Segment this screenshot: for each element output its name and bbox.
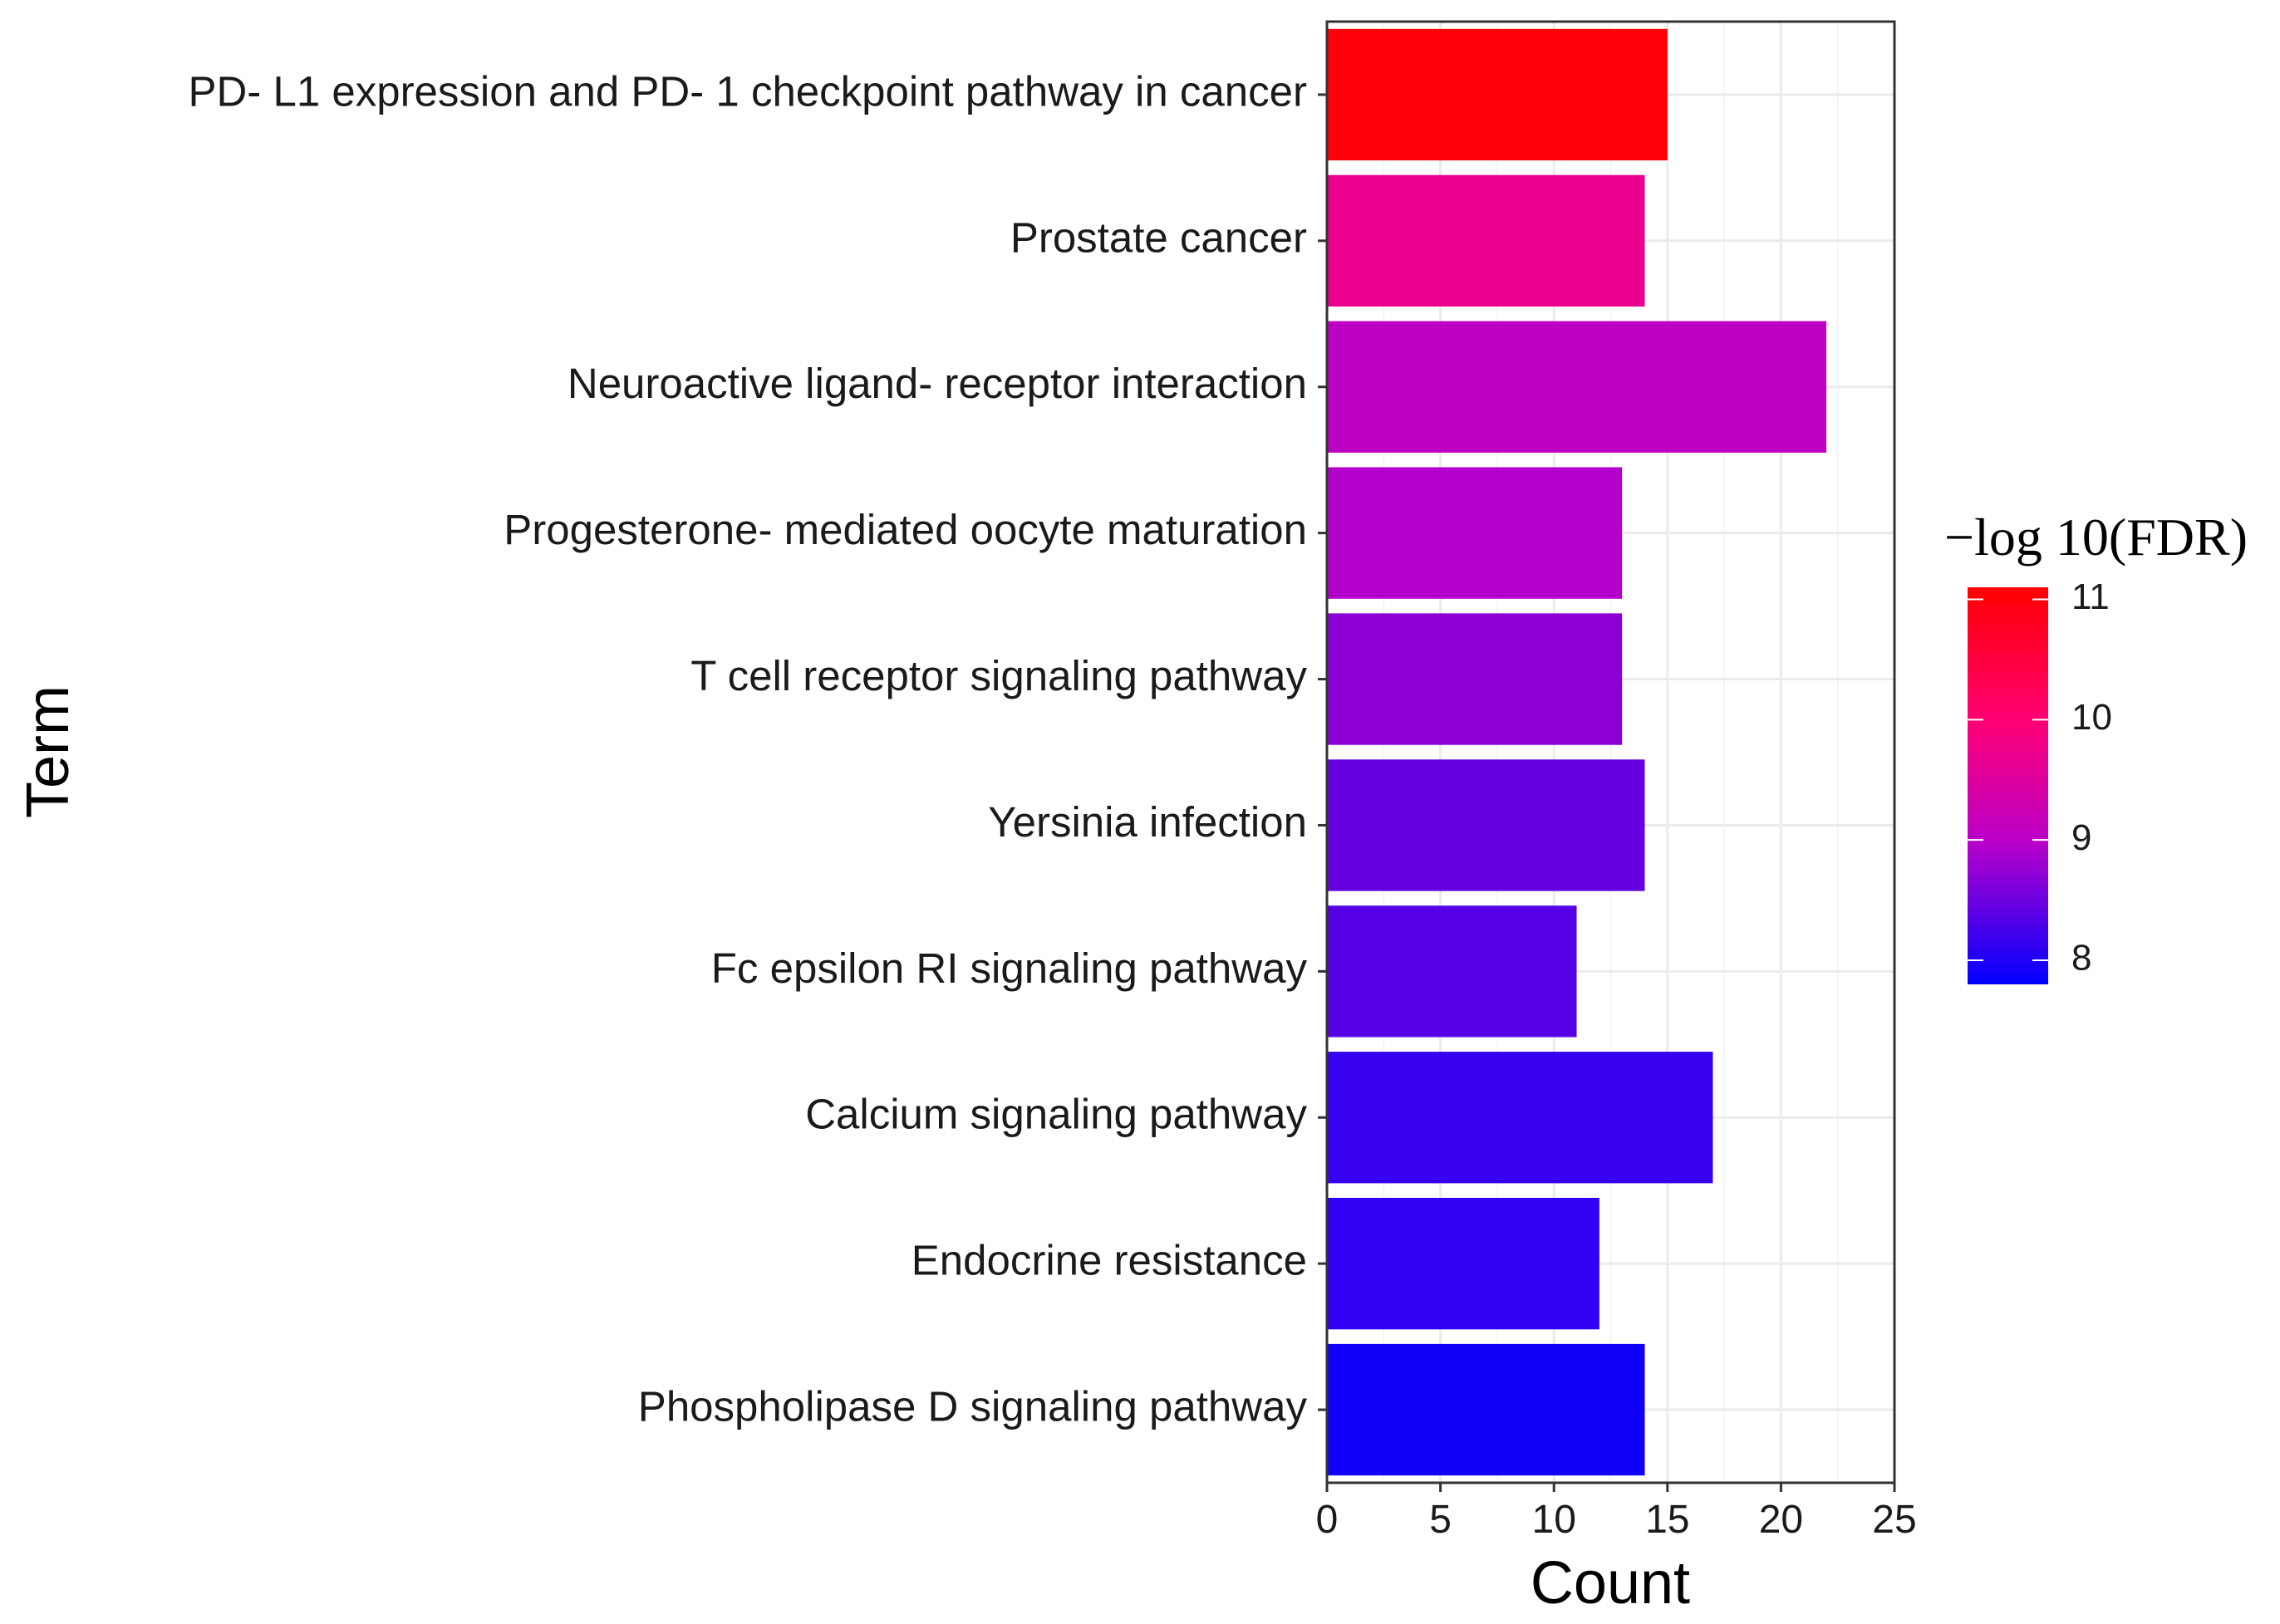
x-tick-label: 15 xyxy=(1645,1498,1689,1542)
y-tick-label: Phospholipase D signaling pathway xyxy=(638,1383,1308,1430)
colorbar-ticks: 8 9 10 11 xyxy=(1968,576,2112,979)
y-tick-label: PD- L1 expression and PD- 1 checkpoint p… xyxy=(188,67,1307,115)
y-tick-label: Yersinia infection xyxy=(988,798,1307,846)
x-tick-label: 10 xyxy=(1532,1498,1576,1542)
y-tick-label: Endocrine resistance xyxy=(912,1237,1307,1284)
y-tick-label: Calcium signaling pathway xyxy=(805,1091,1307,1138)
bar xyxy=(1327,1343,1645,1476)
bar xyxy=(1327,321,1827,453)
bar xyxy=(1327,759,1645,891)
bar xyxy=(1327,28,1668,161)
x-tick-label: 20 xyxy=(1759,1498,1803,1542)
bar xyxy=(1327,905,1577,1038)
x-tick-label: 0 xyxy=(1316,1498,1339,1542)
x-axis-title: Count xyxy=(1531,1550,1690,1617)
colorbar-tick-label: 10 xyxy=(2071,697,2112,738)
x-tick-label: 5 xyxy=(1429,1498,1452,1542)
bars xyxy=(1327,28,1827,1476)
y-tick-label: Neuroactive ligand- receptor interaction xyxy=(568,360,1307,407)
colorbar-tick-label: 9 xyxy=(2071,817,2091,858)
x-axis: 0 5 10 15 20 25 xyxy=(1316,1483,1917,1542)
y-tick-label: Prostate cancer xyxy=(1010,213,1307,261)
colorbar-legend: −log 10(FDR) 8 9 10 11 xyxy=(1944,508,2248,984)
y-axis: PD- L1 expression and PD- 1 checkpoint p… xyxy=(188,67,1327,1430)
y-tick-label: T cell receptor signaling pathway xyxy=(690,652,1307,699)
bar xyxy=(1327,1197,1599,1330)
y-tick-label: Progesterone- mediated oocyte maturation xyxy=(504,506,1307,553)
panel-border xyxy=(1325,20,1896,1484)
x-tick-label: 25 xyxy=(1872,1498,1916,1542)
colorbar-gradient xyxy=(1968,587,2048,984)
colorbar-title: −log 10(FDR) xyxy=(1944,508,2248,567)
bar xyxy=(1327,467,1623,599)
y-tick-label: Fc epsilon RI signaling pathway xyxy=(711,944,1308,992)
bar xyxy=(1327,174,1645,307)
colorbar-tick-label: 8 xyxy=(2071,938,2091,979)
bar xyxy=(1327,613,1623,745)
colorbar-tick-label: 11 xyxy=(2071,576,2110,617)
y-axis-title: Term xyxy=(15,685,81,818)
bar xyxy=(1327,1052,1713,1184)
